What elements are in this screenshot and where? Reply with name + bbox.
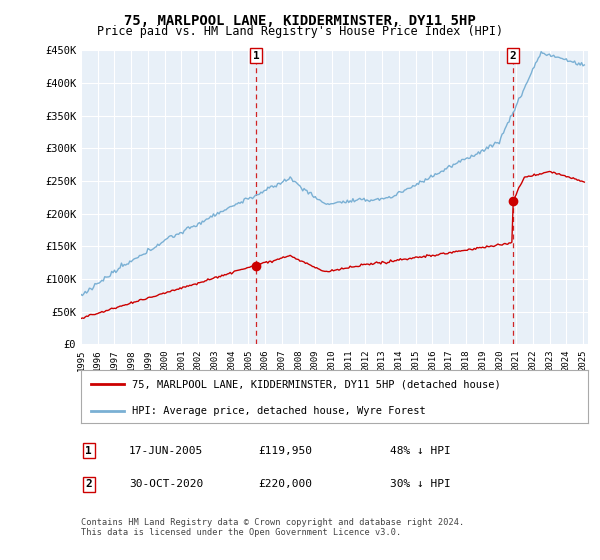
Text: 17-JUN-2005: 17-JUN-2005 [129,446,203,456]
Text: £119,950: £119,950 [258,446,312,456]
Text: 2: 2 [85,479,92,489]
Text: 2: 2 [510,50,517,60]
Text: Contains HM Land Registry data © Crown copyright and database right 2024.
This d: Contains HM Land Registry data © Crown c… [81,518,464,538]
Text: 30% ↓ HPI: 30% ↓ HPI [390,479,451,489]
Text: HPI: Average price, detached house, Wyre Forest: HPI: Average price, detached house, Wyre… [132,406,425,416]
Text: 48% ↓ HPI: 48% ↓ HPI [390,446,451,456]
Text: Price paid vs. HM Land Registry's House Price Index (HPI): Price paid vs. HM Land Registry's House … [97,25,503,38]
Text: £220,000: £220,000 [258,479,312,489]
Text: 1: 1 [85,446,92,456]
Text: 30-OCT-2020: 30-OCT-2020 [129,479,203,489]
Text: 1: 1 [253,50,259,60]
Text: 75, MARLPOOL LANE, KIDDERMINSTER, DY11 5HP (detached house): 75, MARLPOOL LANE, KIDDERMINSTER, DY11 5… [132,380,500,390]
Text: 75, MARLPOOL LANE, KIDDERMINSTER, DY11 5HP: 75, MARLPOOL LANE, KIDDERMINSTER, DY11 5… [124,14,476,28]
